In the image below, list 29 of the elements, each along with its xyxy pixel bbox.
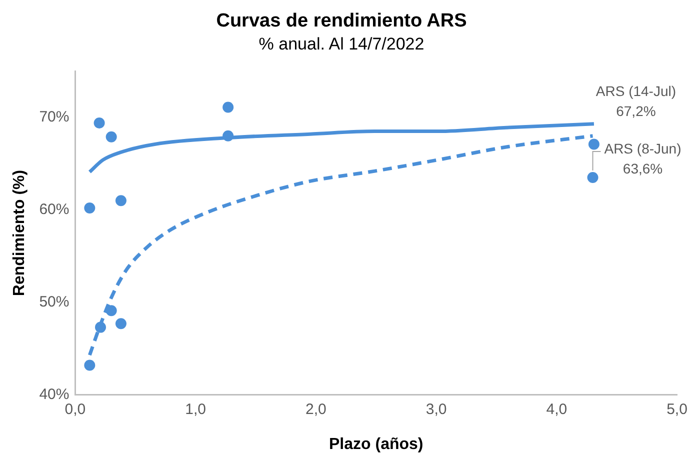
point (587, 172, 598, 184)
x-tick-label: 5,0 (666, 400, 688, 418)
y-tick-label: 60% (39, 201, 70, 218)
x-tick-label: 2,0 (306, 400, 326, 418)
chart-title: Curvas de rendimiento ARS (216, 10, 467, 32)
point (106, 131, 117, 142)
x-tick-label: 0,0 (64, 400, 86, 418)
point (106, 305, 117, 316)
y-tick-label: 50% (39, 293, 70, 310)
point (84, 202, 96, 214)
point (222, 102, 234, 113)
x-tick-label: 4,0 (546, 400, 568, 418)
y-tick-label: 40% (39, 386, 70, 403)
y-tick-label: 70% (39, 108, 70, 126)
point (94, 117, 105, 128)
x-axis-title: Plazo (años) (328, 436, 424, 453)
point (222, 130, 234, 142)
point (115, 195, 126, 206)
point (588, 138, 600, 150)
point (94, 322, 106, 333)
line-series (88, 122, 596, 174)
point (84, 360, 96, 371)
x-tick-label: 3,0 (426, 400, 447, 418)
chart-subtitle: % anual. Al 14/7/2022 (258, 34, 424, 54)
annotation: ARS (14-Jul) 67,2% (596, 83, 676, 120)
point (115, 318, 126, 330)
annotation: ARS (8-Jun) 63,6% (604, 140, 682, 176)
y-axis-title: Rendimiento (%) (11, 170, 28, 296)
x-tick-label: 1,0 (185, 400, 206, 418)
